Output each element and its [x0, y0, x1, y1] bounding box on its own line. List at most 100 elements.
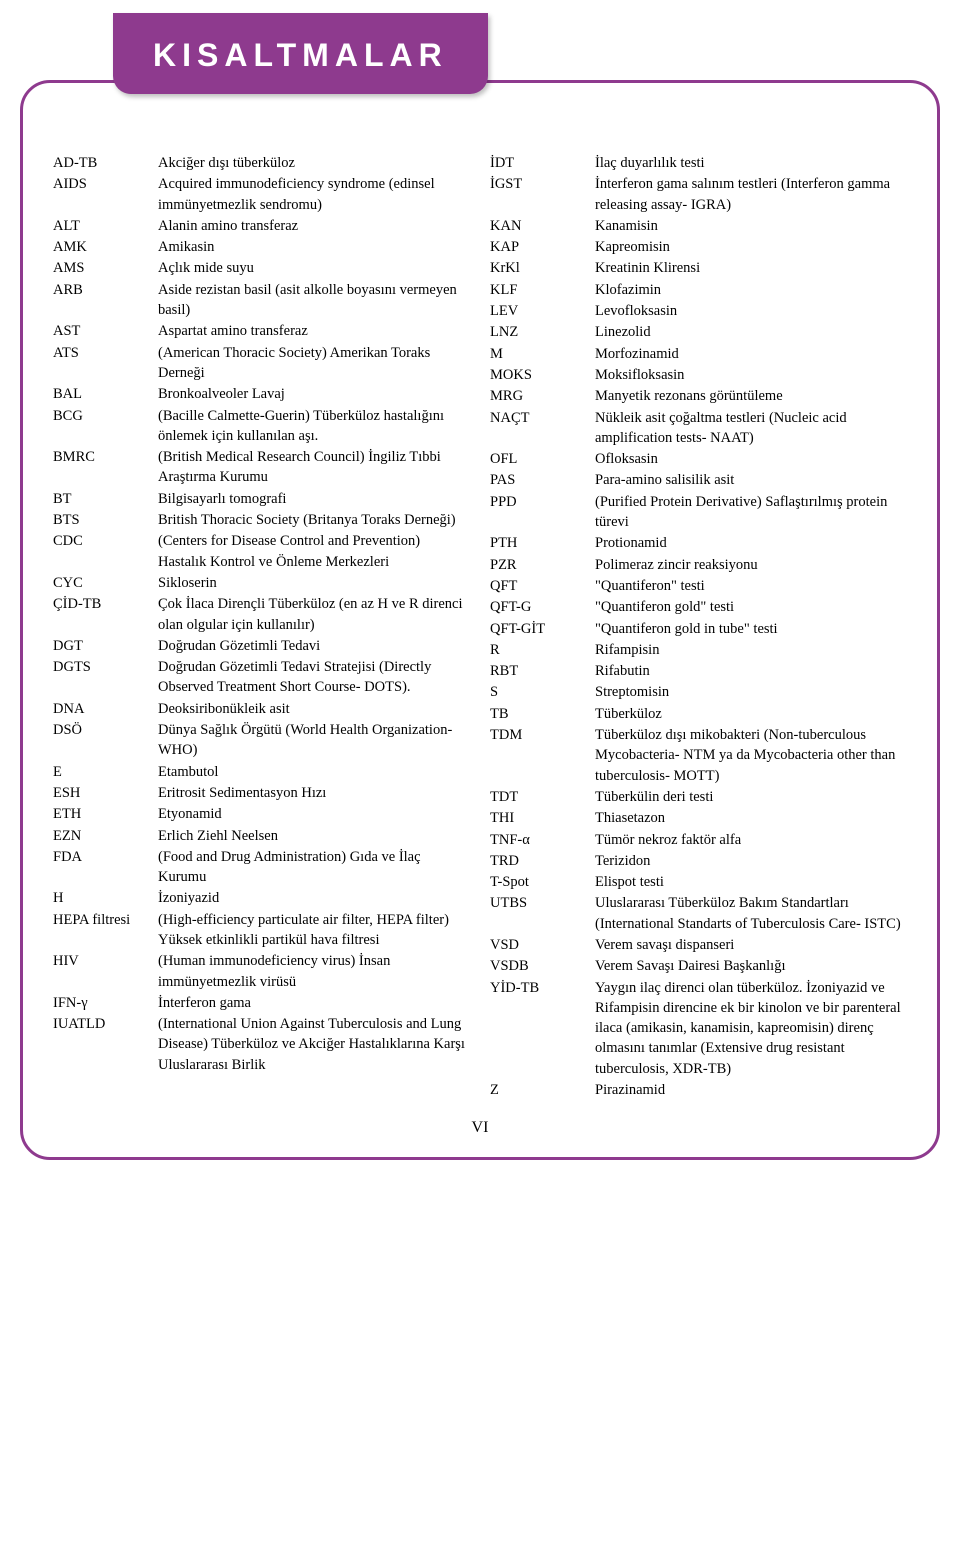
abbreviation-entry: LNZLinezolid [490, 322, 907, 342]
abbreviation-definition: Morfozinamid [595, 344, 907, 364]
abbreviation-term: ATS [53, 343, 158, 363]
abbreviation-entry: TNF-αTümör nekroz faktör alfa [490, 830, 907, 850]
abbreviation-term: EZN [53, 826, 158, 846]
abbreviation-definition: Nükleik asit çoğaltma testleri (Nucleic … [595, 408, 907, 449]
abbreviation-definition: Para-amino salisilik asit [595, 470, 907, 490]
abbreviation-entry: ASTAspartat amino transferaz [53, 321, 470, 341]
abbreviation-definition: (Centers for Disease Control and Prevent… [158, 531, 470, 572]
abbreviation-term: İGST [490, 174, 595, 194]
abbreviation-definition: Aside rezistan basil (asit alkolle boyas… [158, 280, 470, 321]
abbreviation-entry: BMRC(British Medical Research Council) İ… [53, 447, 470, 488]
abbreviation-definition: Etyonamid [158, 804, 470, 824]
abbreviation-term: BMRC [53, 447, 158, 467]
abbreviation-definition: (Human immunodeficiency virus) İnsan imm… [158, 951, 470, 992]
abbreviation-entry: MMorfozinamid [490, 344, 907, 364]
abbreviation-entry: MRGManyetik rezonans görüntüleme [490, 386, 907, 406]
abbreviation-definition: Bronkoalveoler Lavaj [158, 384, 470, 404]
abbreviation-term: M [490, 344, 595, 364]
abbreviation-term: KAP [490, 237, 595, 257]
abbreviation-entry: TDTTüberkülin deri testi [490, 787, 907, 807]
abbreviation-term: DSÖ [53, 720, 158, 740]
abbreviation-entry: ATS(American Thoracic Society) Amerikan … [53, 343, 470, 384]
abbreviation-entry: BTBilgisayarlı tomografi [53, 489, 470, 509]
abbreviation-entry: TDMTüberküloz dışı mikobakteri (Non-tube… [490, 725, 907, 786]
abbreviation-term: ÇİD-TB [53, 594, 158, 614]
abbreviation-definition: Kreatinin Klirensi [595, 258, 907, 278]
abbreviation-entry: AMKAmikasin [53, 237, 470, 257]
abbreviation-entry: ÇİD-TBÇok İlaca Dirençli Tüberküloz (en … [53, 594, 470, 635]
abbreviation-term: AMS [53, 258, 158, 278]
abbreviation-entry: HEPA filtresi(High-efficiency particulat… [53, 910, 470, 951]
abbreviation-term: ESH [53, 783, 158, 803]
abbreviation-definition: British Thoracic Society (Britanya Torak… [158, 510, 470, 530]
abbreviation-entry: HIV(Human immunodeficiency virus) İnsan … [53, 951, 470, 992]
abbreviation-definition: Yaygın ilaç direnci olan tüberküloz. İzo… [595, 978, 907, 1079]
abbreviation-entry: T-SpotElispot testi [490, 872, 907, 892]
abbreviation-definition: Protionamid [595, 533, 907, 553]
abbreviation-entry: DNADeoksiribonükleik asit [53, 699, 470, 719]
abbreviation-entry: LEVLevofloksasin [490, 301, 907, 321]
abbreviation-term: MOKS [490, 365, 595, 385]
abbreviation-entry: IFN-γİnterferon gama [53, 993, 470, 1013]
abbreviation-definition: Manyetik rezonans görüntüleme [595, 386, 907, 406]
abbreviation-definition: Akciğer dışı tüberküloz [158, 153, 470, 173]
abbreviation-definition: (International Union Against Tuberculosi… [158, 1014, 470, 1075]
abbreviation-term: LNZ [490, 322, 595, 342]
abbreviation-entry: QFT"Quantiferon" testi [490, 576, 907, 596]
abbreviation-definition: Aspartat amino transferaz [158, 321, 470, 341]
abbreviation-entry: EZNErlich Ziehl Neelsen [53, 826, 470, 846]
abbreviation-term: AST [53, 321, 158, 341]
abbreviation-entry: QFT-G"Quantiferon gold" testi [490, 597, 907, 617]
abbreviation-entry: PZRPolimeraz zincir reaksiyonu [490, 555, 907, 575]
abbreviation-term: HIV [53, 951, 158, 971]
abbreviation-term: TB [490, 704, 595, 724]
abbreviation-definition: Eritrosit Sedimentasyon Hızı [158, 783, 470, 803]
abbreviation-entry: ARBAside rezistan basil (asit alkolle bo… [53, 280, 470, 321]
abbreviation-term: AD-TB [53, 153, 158, 173]
abbreviation-definition: Moksifloksasin [595, 365, 907, 385]
abbreviation-term: QFT-G [490, 597, 595, 617]
abbreviation-entry: DGTDoğrudan Gözetimli Tedavi [53, 636, 470, 656]
abbreviation-term: DGT [53, 636, 158, 656]
abbreviation-entry: KrKlKreatinin Klirensi [490, 258, 907, 278]
abbreviation-entry: ESHEritrosit Sedimentasyon Hızı [53, 783, 470, 803]
abbreviation-term: ARB [53, 280, 158, 300]
abbreviation-definition: (British Medical Research Council) İngil… [158, 447, 470, 488]
abbreviation-entry: RBTRifabutin [490, 661, 907, 681]
abbreviation-term: S [490, 682, 595, 702]
abbreviation-term: H [53, 888, 158, 908]
abbreviation-definition: Pirazinamid [595, 1080, 907, 1100]
abbreviation-definition: Tüberküloz [595, 704, 907, 724]
abbreviation-term: TRD [490, 851, 595, 871]
abbreviation-entry: IUATLD(International Union Against Tuber… [53, 1014, 470, 1075]
abbreviation-entry: KANKanamisin [490, 216, 907, 236]
abbreviation-entry: BALBronkoalveoler Lavaj [53, 384, 470, 404]
abbreviation-definition: "Quantiferon" testi [595, 576, 907, 596]
abbreviation-term: PTH [490, 533, 595, 553]
abbreviation-entry: BCG(Bacille Calmette-Guerin) Tüberküloz … [53, 406, 470, 447]
page-number: VI [53, 1119, 907, 1137]
abbreviation-definition: İnterferon gama [158, 993, 470, 1013]
abbreviation-entry: CDC(Centers for Disease Control and Prev… [53, 531, 470, 572]
abbreviation-definition: Polimeraz zincir reaksiyonu [595, 555, 907, 575]
abbreviation-definition: (American Thoracic Society) Amerikan Tor… [158, 343, 470, 384]
abbreviation-entry: OFLOfloksasin [490, 449, 907, 469]
abbreviation-definition: Klofazimin [595, 280, 907, 300]
abbreviation-entry: CYCSikloserin [53, 573, 470, 593]
abbreviation-definition: Uluslararası Tüberküloz Bakım Standartla… [595, 893, 907, 934]
abbreviation-definition: (Bacille Calmette-Guerin) Tüberküloz has… [158, 406, 470, 447]
abbreviation-definition: Linezolid [595, 322, 907, 342]
abbreviation-term: DNA [53, 699, 158, 719]
abbreviation-term: ETH [53, 804, 158, 824]
abbreviation-term: TDT [490, 787, 595, 807]
right-column: İDTİlaç duyarlılık testiİGSTİnterferon g… [490, 153, 907, 1101]
abbreviation-entry: FDA(Food and Drug Administration) Gıda v… [53, 847, 470, 888]
abbreviation-term: THI [490, 808, 595, 828]
abbreviation-entry: MOKSMoksifloksasin [490, 365, 907, 385]
abbreviation-definition: Tüberkülin deri testi [595, 787, 907, 807]
abbreviation-definition: Kapreomisin [595, 237, 907, 257]
abbreviation-definition: (High-efficiency particulate air filter,… [158, 910, 470, 951]
abbreviation-entry: AMSAçlık mide suyu [53, 258, 470, 278]
abbreviation-entry: THIThiasetazon [490, 808, 907, 828]
abbreviation-entry: KAPKapreomisin [490, 237, 907, 257]
